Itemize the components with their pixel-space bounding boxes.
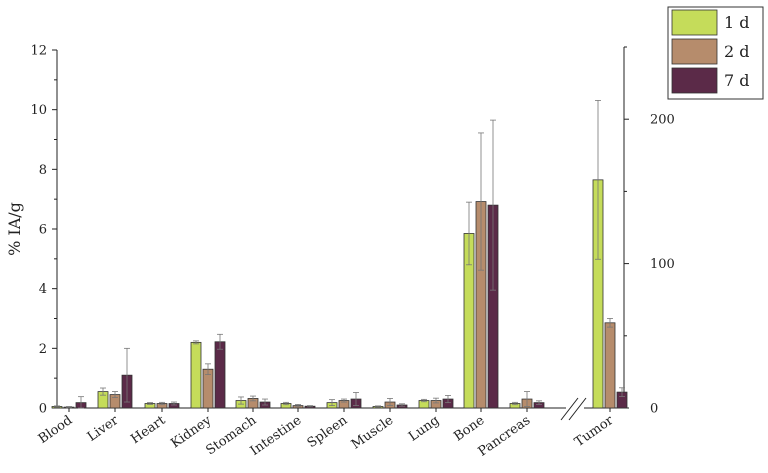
bar-kidney-2d bbox=[202, 368, 214, 409]
category-label-muscle: Muscle bbox=[349, 413, 397, 453]
left-tick-label: 8 bbox=[39, 163, 47, 178]
legend-swatch bbox=[671, 9, 718, 36]
bar-kidney-7d bbox=[214, 341, 226, 409]
y-axis-title: % IA/g bbox=[5, 202, 24, 256]
legend-swatch bbox=[671, 38, 718, 65]
category-label-liver: Liver bbox=[85, 413, 122, 445]
category-label-lung: Lung bbox=[406, 413, 442, 445]
category-label-blood: Blood bbox=[36, 413, 75, 447]
category-label-heart: Heart bbox=[128, 413, 169, 448]
left-tick-label: 12 bbox=[30, 44, 47, 59]
legend: 1 d 2 d 7 d bbox=[667, 6, 764, 100]
legend-label: 2 d bbox=[724, 42, 750, 61]
axis-break-marks bbox=[560, 397, 587, 421]
left-tick-label: 0 bbox=[39, 402, 47, 417]
category-label-bone: Bone bbox=[451, 413, 487, 445]
right-tick-label: 100 bbox=[650, 257, 675, 272]
category-label-spleen: Spleen bbox=[305, 413, 351, 452]
left-tick-label: 6 bbox=[39, 223, 47, 238]
bar-group bbox=[51, 100, 628, 409]
right-tick-label: 200 bbox=[650, 113, 675, 128]
right-tick-label: 0 bbox=[650, 402, 658, 417]
legend-label: 1 d bbox=[724, 13, 750, 32]
category-label-tumor: Tumor bbox=[572, 413, 617, 451]
legend-swatch bbox=[671, 67, 718, 94]
bar-kidney-1d bbox=[190, 341, 202, 409]
category-label-intestine: Intestine bbox=[248, 413, 305, 459]
left-tick-label: 2 bbox=[39, 342, 47, 357]
bar-tumor-2d bbox=[604, 322, 616, 409]
legend-label: 7 d bbox=[724, 71, 750, 90]
left-tick-label: 10 bbox=[30, 103, 47, 118]
category-label-pancreas: Pancreas bbox=[476, 413, 534, 460]
axis-break-mark bbox=[560, 397, 579, 421]
left-tick-label: 4 bbox=[39, 282, 47, 297]
axis-break-mark bbox=[568, 397, 587, 421]
right-y-axis: 0 100 200 bbox=[584, 46, 675, 417]
